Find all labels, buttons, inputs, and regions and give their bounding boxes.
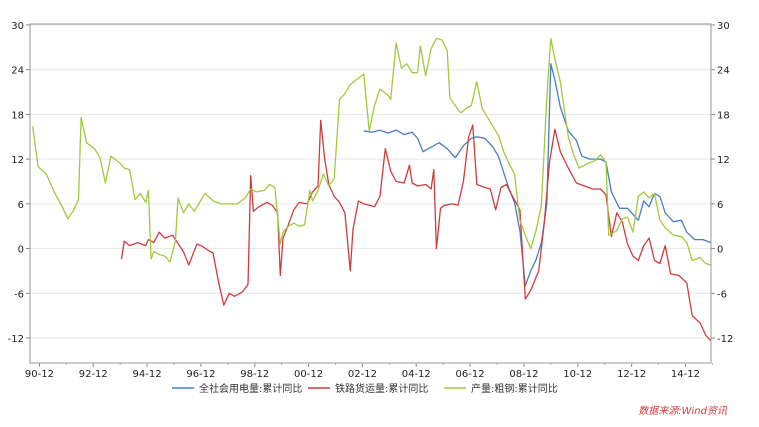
x-tick-label: 08-12 (509, 369, 538, 380)
series-line-3 (32, 37, 712, 266)
x-tick-label: 92-12 (79, 369, 108, 380)
x-tick-label: 04-12 (402, 369, 431, 380)
gridlines (30, 24, 711, 339)
y-tick-label-right: -12 (717, 334, 733, 345)
x-tick-label: 06-12 (456, 369, 485, 380)
y-tick-label-right: 24 (717, 66, 730, 77)
y-tick-label-right: 0 (717, 245, 723, 256)
x-tick-label: 12-12 (617, 369, 646, 380)
legend-label-1: 全社会用电量:累计同比 (199, 382, 302, 395)
x-tick-label: 90-12 (25, 369, 54, 380)
series-line-1 (363, 63, 712, 287)
y-tick-label-left: 30 (11, 21, 24, 32)
y-tick-label-left: 18 (11, 110, 24, 121)
x-tick-label: 14-12 (671, 369, 700, 380)
series-line-2 (120, 119, 712, 342)
plot-frame (29, 23, 712, 364)
y-tick-label-left: 0 (18, 245, 24, 256)
y-tick-label-left: -12 (8, 334, 24, 345)
x-tick-label: 00-12 (294, 369, 323, 380)
plot-border (29, 23, 712, 364)
axis-ticks: 30 30 24 24 18 18 12 12 6 6 0 0 -6 -6 -12 -12 90-12 92-12… (8, 21, 734, 380)
source-note: 数据来源:Wind资讯 (638, 406, 727, 417)
x-tick-label: 96-12 (186, 369, 215, 380)
series-lines (32, 37, 712, 342)
legend-label-2: 铁路货运量:累计同比 (335, 382, 428, 395)
y-tick-label-left: -6 (14, 289, 24, 300)
y-tick-label-left: 6 (18, 200, 24, 211)
y-tick-label-right: 30 (717, 21, 730, 32)
x-tick-label: 98-12 (240, 369, 269, 380)
x-tick-label: 94-12 (133, 369, 162, 380)
y-tick-label-left: 24 (11, 66, 24, 77)
legend-label-3: 产量:粗钢:累计同比 (471, 382, 558, 395)
y-tick-label-right: 18 (717, 110, 730, 121)
legend: 全社会用电量:累计同比 铁路货运量:累计同比 产量:粗钢:累计同比 (172, 382, 558, 395)
y-tick-label-right: -6 (717, 289, 727, 300)
y-tick-label-right: 6 (717, 200, 723, 211)
x-tick-label: 02-12 (348, 369, 377, 380)
y-tick-label-right: 12 (717, 155, 730, 166)
x-tick-label: 10-12 (563, 369, 592, 380)
y-tick-label-left: 12 (11, 155, 24, 166)
